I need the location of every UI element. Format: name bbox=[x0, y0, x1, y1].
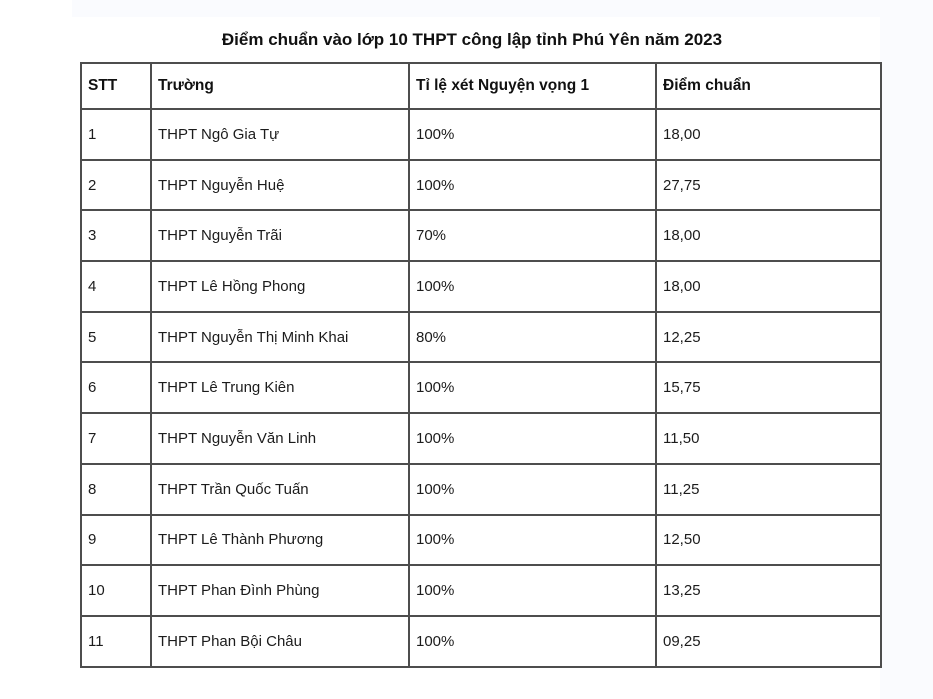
cell-diem-chuan: 18,00 bbox=[655, 108, 882, 161]
cell-stt: 7 bbox=[80, 412, 152, 465]
cell-stt: 5 bbox=[80, 310, 152, 364]
cell-ti-le: 100% bbox=[408, 614, 657, 668]
cell-diem-chuan: 13,25 bbox=[655, 564, 882, 617]
cell-ti-le: 100% bbox=[408, 361, 657, 415]
cell-diem-chuan: 18,00 bbox=[655, 209, 882, 263]
cell-ti-le: 80% bbox=[408, 310, 657, 364]
table-row: 9 THPT Lê Thành Phương 100% 12,50 bbox=[80, 513, 882, 567]
cell-stt: 3 bbox=[80, 209, 152, 263]
cell-ti-le: 100% bbox=[408, 513, 657, 567]
column-header-diem-chuan: Điểm chuẩn bbox=[655, 62, 882, 110]
cell-truong: THPT Nguyễn Văn Linh bbox=[150, 412, 410, 465]
cell-ti-le: 100% bbox=[408, 158, 657, 212]
column-header-stt: STT bbox=[80, 62, 152, 110]
cell-ti-le: 100% bbox=[408, 564, 657, 617]
page-title: Điểm chuẩn vào lớp 10 THPT công lập tỉnh… bbox=[221, 30, 723, 49]
cell-truong: THPT Nguyễn Thị Minh Khai bbox=[150, 310, 410, 364]
table-header-row: STT Trường Tỉ lệ xét Nguyện vọng 1 Điểm … bbox=[80, 62, 882, 110]
cell-ti-le: 100% bbox=[408, 462, 657, 516]
cell-stt: 8 bbox=[80, 462, 152, 516]
cell-stt: 6 bbox=[80, 361, 152, 415]
content-card: Điểm chuẩn vào lớp 10 THPT công lập tỉnh… bbox=[72, 17, 882, 699]
cell-stt: 10 bbox=[80, 564, 152, 617]
admission-scores-table: STT Trường Tỉ lệ xét Nguyện vọng 1 Điểm … bbox=[80, 62, 882, 668]
table-row: 11 THPT Phan Bội Châu 100% 09,25 bbox=[80, 614, 882, 668]
cell-diem-chuan: 15,75 bbox=[655, 361, 882, 415]
column-header-truong: Trường bbox=[150, 62, 410, 110]
column-header-ti-le-xet-nguyen-vong-1: Tỉ lệ xét Nguyện vọng 1 bbox=[408, 62, 657, 110]
cell-diem-chuan: 27,75 bbox=[655, 158, 882, 212]
table-body: 1 THPT Ngô Gia Tự 100% 18,00 2 THPT Nguyễn Hu… bbox=[80, 108, 882, 668]
cell-diem-chuan: 18,00 bbox=[655, 260, 882, 313]
cell-stt: 1 bbox=[80, 108, 152, 161]
cell-truong: THPT Nguyễn Huệ bbox=[150, 158, 410, 212]
cell-truong: THPT Ngô Gia Tự bbox=[150, 108, 410, 161]
cell-truong: THPT Phan Đình Phùng bbox=[150, 564, 410, 617]
table-row: 5 THPT Nguyễn Thị Minh Khai 80% 12,25 bbox=[80, 310, 882, 364]
cell-diem-chuan: 09,25 bbox=[655, 614, 882, 668]
cell-truong: THPT Lê Trung Kiên bbox=[150, 361, 410, 415]
cell-truong: THPT Lê Thành Phương bbox=[150, 513, 410, 567]
cell-truong: THPT Nguyễn Trãi bbox=[150, 209, 410, 263]
cell-stt: 11 bbox=[80, 614, 152, 668]
cell-stt: 9 bbox=[80, 513, 152, 567]
table-row: 4 THPT Lê Hồng Phong 100% 18,00 bbox=[80, 260, 882, 313]
cell-ti-le: 70% bbox=[408, 209, 657, 263]
cell-truong: THPT Lê Hồng Phong bbox=[150, 260, 410, 313]
cell-diem-chuan: 12,50 bbox=[655, 513, 882, 567]
cell-diem-chuan: 11,50 bbox=[655, 412, 882, 465]
cell-diem-chuan: 11,25 bbox=[655, 462, 882, 516]
table-row: 7 THPT Nguyễn Văn Linh 100% 11,50 bbox=[80, 412, 882, 465]
cell-stt: 4 bbox=[80, 260, 152, 313]
table-row: 6 THPT Lê Trung Kiên 100% 15,75 bbox=[80, 361, 882, 415]
cell-ti-le: 100% bbox=[408, 108, 657, 161]
table-row: 10 THPT Phan Đình Phùng 100% 13,25 bbox=[80, 564, 882, 617]
table-row: 8 THPT Trần Quốc Tuấn 100% 11,25 bbox=[80, 462, 882, 516]
cell-truong: THPT Trần Quốc Tuấn bbox=[150, 462, 410, 516]
cell-diem-chuan: 12,25 bbox=[655, 310, 882, 364]
table-row: 1 THPT Ngô Gia Tự 100% 18,00 bbox=[80, 108, 882, 161]
cell-stt: 2 bbox=[80, 158, 152, 212]
table-row: 3 THPT Nguyễn Trãi 70% 18,00 bbox=[80, 209, 882, 263]
cell-ti-le: 100% bbox=[408, 260, 657, 313]
table-row: 2 THPT Nguyễn Huệ 100% 27,75 bbox=[80, 158, 882, 212]
cell-truong: THPT Phan Bội Châu bbox=[150, 614, 410, 668]
cell-ti-le: 100% bbox=[408, 412, 657, 465]
